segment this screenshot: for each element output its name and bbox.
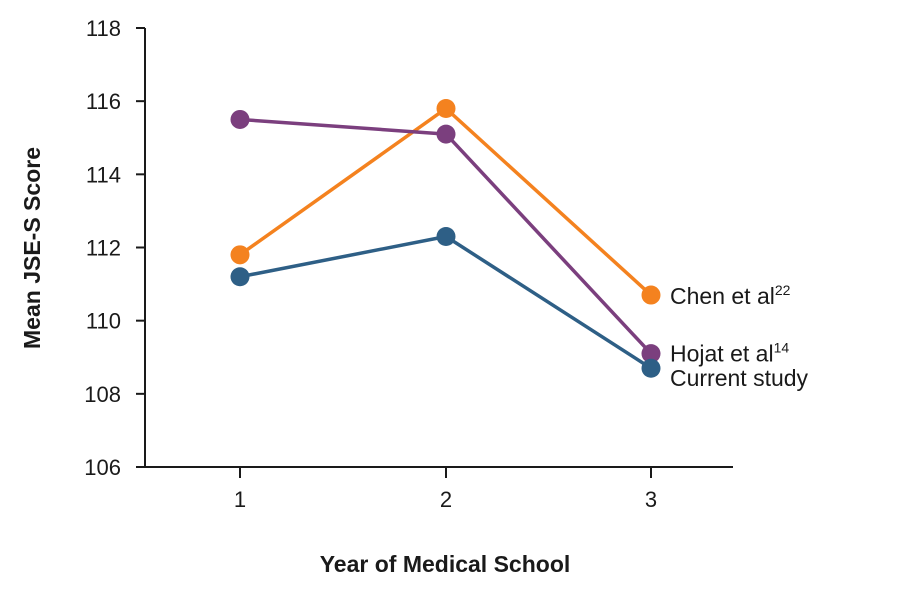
y-tick-label: 106 — [84, 455, 121, 480]
series-name: Current study — [670, 365, 809, 391]
y-tick-label: 114 — [86, 162, 121, 187]
series-line — [238, 234, 653, 370]
series-name: Chen et al — [670, 283, 775, 309]
series-superscript: 14 — [774, 340, 790, 356]
series-points — [230, 98, 661, 378]
x-tick-label: 3 — [645, 487, 657, 512]
x-axis-title: Year of Medical School — [320, 551, 571, 577]
y-tick-label: 112 — [86, 236, 121, 261]
data-point — [641, 358, 661, 378]
axes — [144, 28, 733, 468]
series-name: Hojat et al — [670, 341, 774, 367]
x-tick-label: 1 — [234, 487, 246, 512]
data-point — [230, 267, 250, 287]
y-tick-label: 116 — [86, 89, 121, 114]
y-ticks: 106 108 110 112 114 116 118 — [84, 16, 145, 480]
data-point — [436, 227, 456, 247]
data-point — [230, 109, 250, 129]
y-tick-label: 110 — [86, 309, 121, 334]
data-point — [230, 245, 250, 265]
data-point — [436, 124, 456, 144]
x-tick-label: 2 — [440, 487, 452, 512]
series-label: Current study — [670, 365, 809, 391]
y-tick-label: 108 — [84, 382, 121, 407]
x-ticks: 1 2 3 — [234, 467, 657, 512]
data-point — [436, 98, 456, 118]
series-label: Hojat et al14 — [670, 340, 789, 367]
data-point — [641, 285, 661, 305]
y-axis-title: Mean JSE-S Score — [19, 147, 45, 349]
data-point — [641, 344, 661, 364]
series-superscript: 22 — [775, 282, 791, 298]
series-label: Chen et al22 — [670, 282, 791, 309]
y-tick-label: 118 — [86, 16, 121, 41]
